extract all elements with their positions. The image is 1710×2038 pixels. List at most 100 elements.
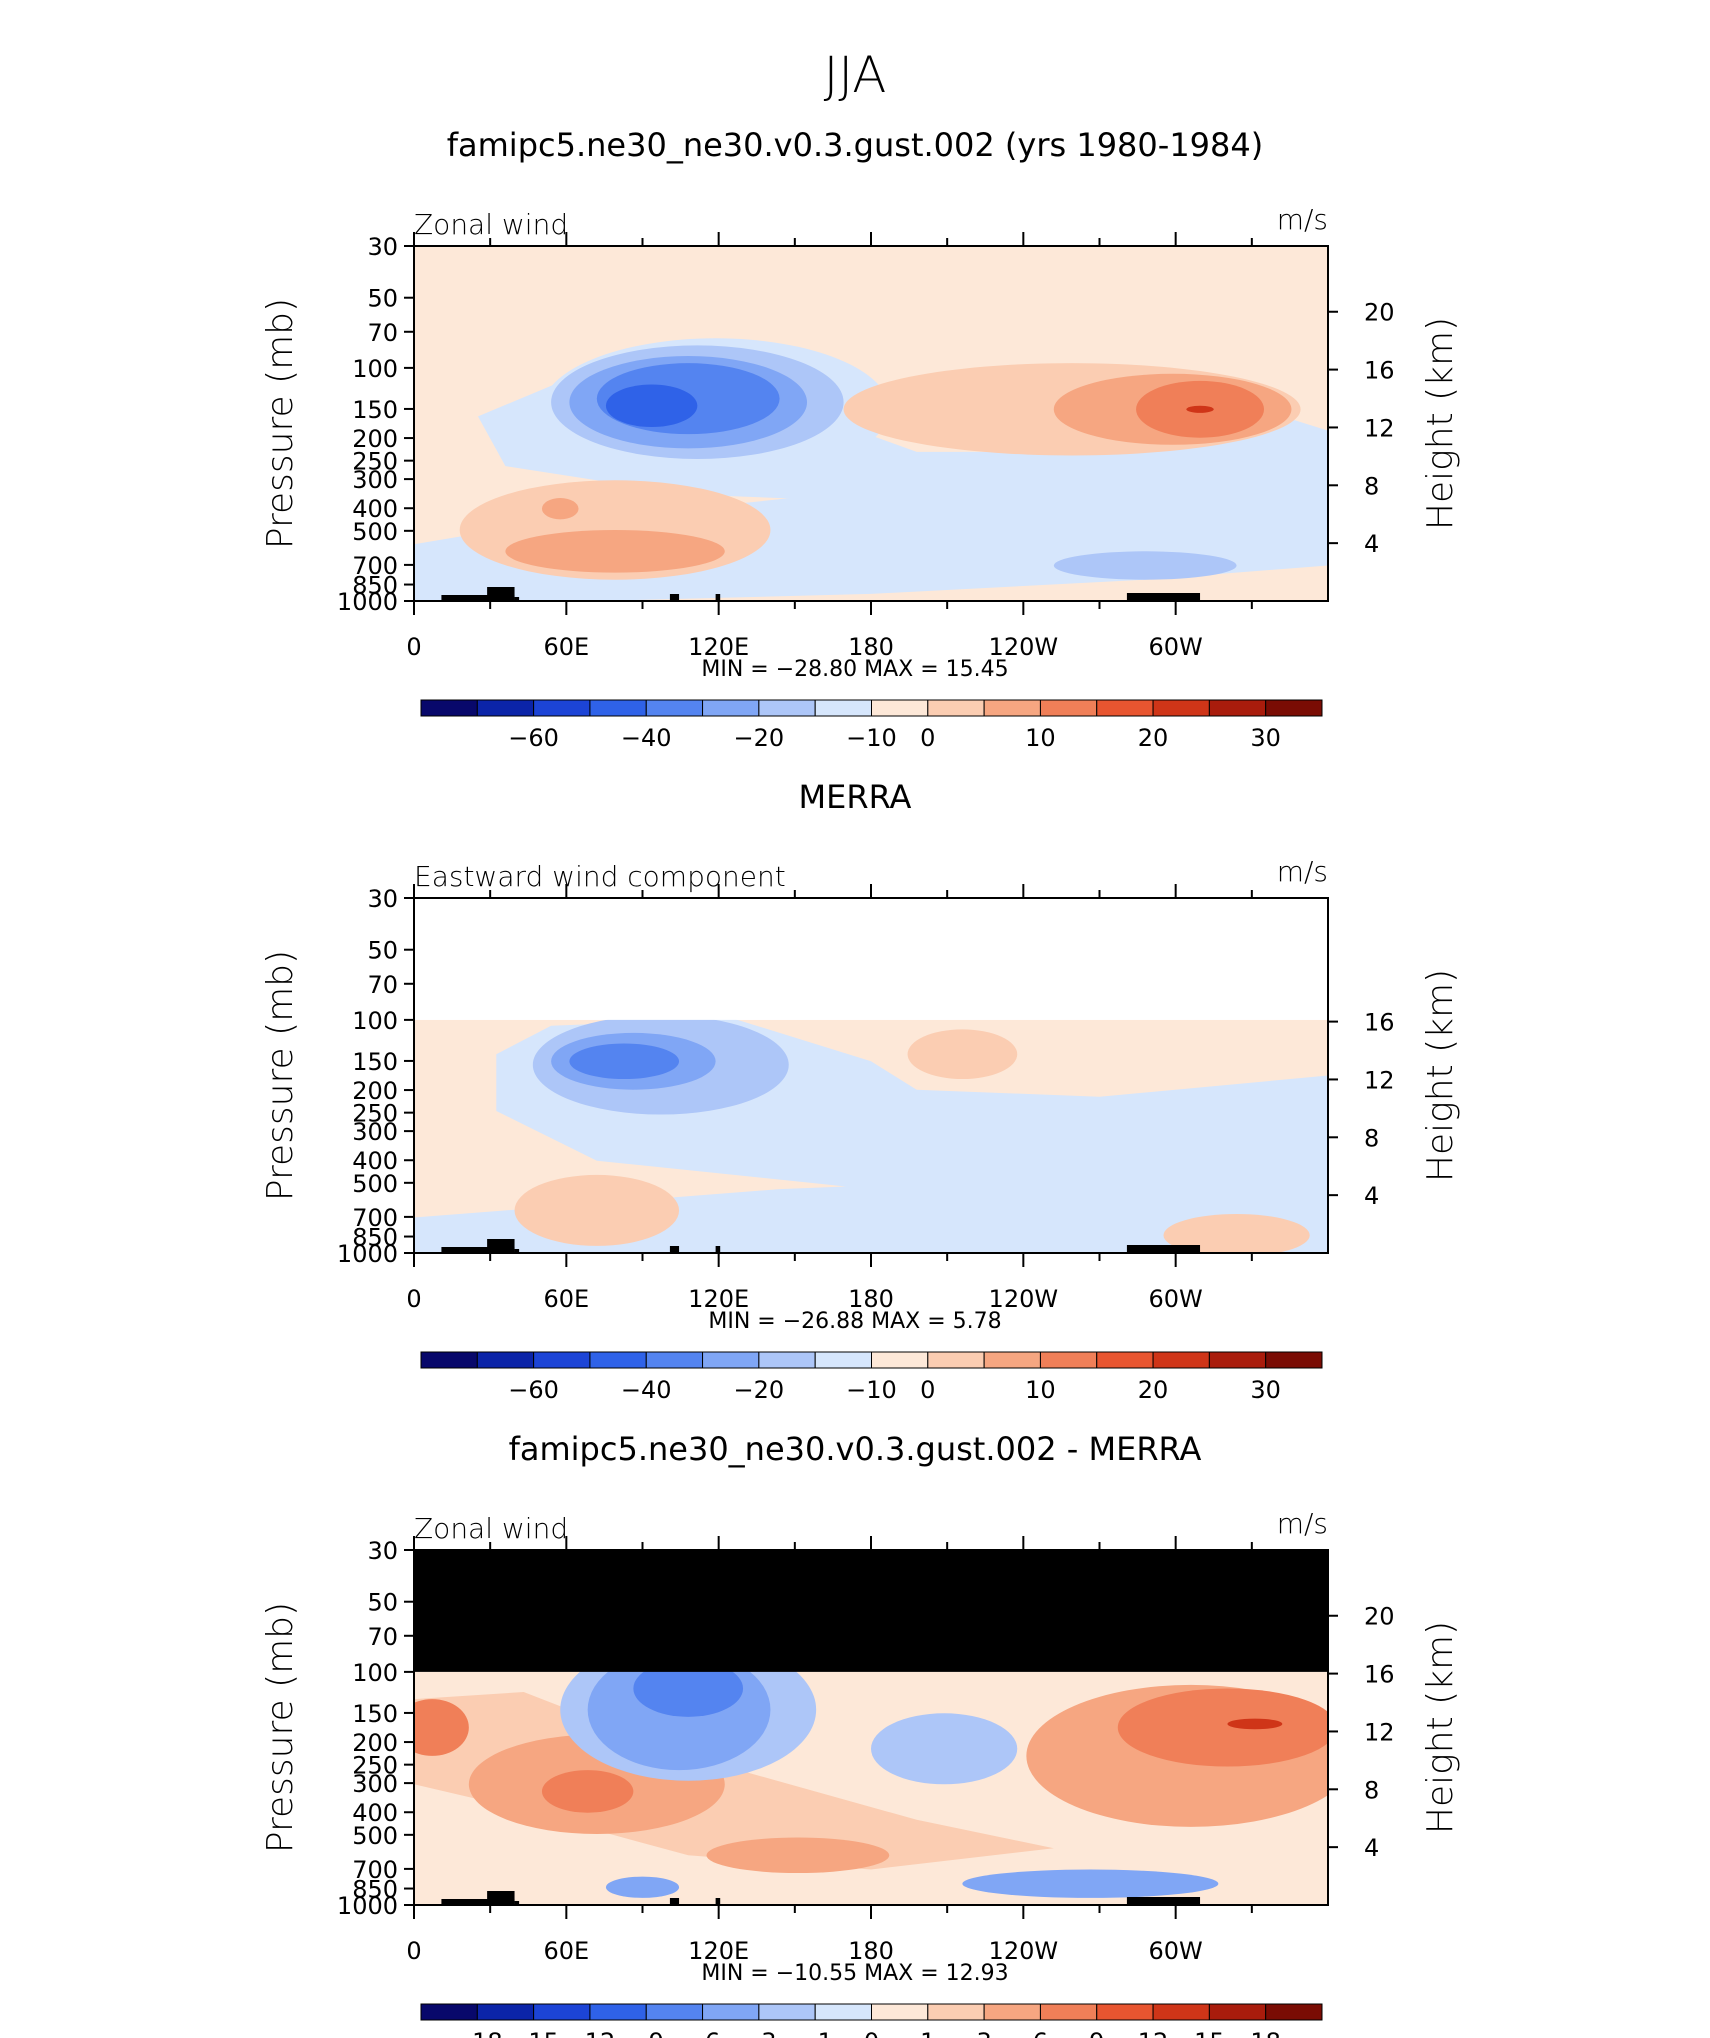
colorbar-segment bbox=[533, 2003, 591, 2021]
lon-tick-label: 60E bbox=[543, 1937, 589, 1965]
height-tick-label: 20 bbox=[1364, 299, 1395, 327]
pressure-tick-label: 200 bbox=[352, 425, 398, 453]
pressure-tick-label: 1000 bbox=[337, 1240, 398, 1268]
pressure-tick-label: 70 bbox=[367, 971, 398, 999]
lon-tick-label: 180 bbox=[848, 1285, 894, 1313]
colorbar-label: −60 bbox=[508, 724, 559, 752]
jet-core-3 bbox=[569, 1043, 680, 1080]
colorbar-segment bbox=[645, 2003, 704, 2021]
low-westerly-east bbox=[1163, 1213, 1310, 1253]
pressure-tick-label: 850 bbox=[352, 1224, 398, 1252]
colorbar-label: −3 bbox=[741, 2028, 776, 2038]
colorbar-label: −40 bbox=[621, 1376, 672, 1404]
pressure-tick-label: 300 bbox=[352, 1770, 398, 1798]
topography bbox=[487, 1891, 515, 1905]
height-tick-label: 16 bbox=[1364, 1009, 1395, 1037]
colorbar-segment bbox=[589, 1351, 647, 1369]
colorbar-label: −40 bbox=[621, 724, 672, 752]
pressure-tick-label: 400 bbox=[352, 1147, 398, 1175]
colorbar-segment bbox=[758, 2003, 816, 2021]
lon-tick-label: 180 bbox=[848, 1937, 894, 1965]
colorbar-segment bbox=[983, 2003, 1041, 2021]
colorbar-label: 3 bbox=[976, 2028, 991, 2038]
variable-label: Eastward wind component bbox=[414, 860, 786, 893]
lon-tick-label: 0 bbox=[406, 633, 421, 661]
lon-tick-label: 120E bbox=[688, 1937, 749, 1965]
lon-tick-label: 180 bbox=[848, 633, 894, 661]
topography bbox=[514, 597, 520, 601]
main-title: JJA bbox=[824, 46, 887, 104]
topography bbox=[1126, 593, 1201, 601]
pressure-tick-label: 300 bbox=[352, 1118, 398, 1146]
missing-data-region bbox=[414, 1550, 1328, 1672]
colorbar-label: −20 bbox=[734, 1376, 785, 1404]
panel-1: famipc5.ne30_ne30.v0.3.gust.002 (yrs 198… bbox=[260, 126, 1461, 752]
lon-tick-label: 60E bbox=[543, 633, 589, 661]
height-tick-label: 8 bbox=[1364, 1776, 1379, 1804]
y-axis-label: Pressure (mb) bbox=[260, 1602, 301, 1853]
colorbar-segment bbox=[1152, 699, 1210, 717]
y-axis-label: Pressure (mb) bbox=[260, 298, 301, 549]
variable-label: Zonal wind bbox=[414, 208, 568, 241]
pressure-tick-label: 700 bbox=[352, 1204, 398, 1232]
pressure-tick-label: 250 bbox=[352, 448, 398, 476]
colorbar-segment bbox=[702, 2003, 760, 2021]
westerly-east-core bbox=[1117, 1688, 1328, 1767]
pressure-tick-label: 150 bbox=[352, 1048, 398, 1076]
colorbar-segment bbox=[589, 699, 647, 717]
colorbar-label: 18 bbox=[1250, 2028, 1281, 2038]
height-tick-label: 4 bbox=[1364, 530, 1379, 558]
colorbar-label: −10 bbox=[846, 724, 897, 752]
min-max-stats: MIN = −26.88 MAX = 5.78 bbox=[708, 1309, 1001, 1334]
trade-easterly bbox=[1053, 551, 1237, 580]
topography bbox=[514, 1901, 520, 1905]
colorbar-segment bbox=[871, 699, 929, 717]
lon-tick-label: 60W bbox=[1149, 1285, 1203, 1313]
pressure-tick-label: 400 bbox=[352, 1799, 398, 1827]
height-tick-label: 12 bbox=[1364, 1718, 1395, 1746]
units-label: m/s bbox=[1277, 855, 1328, 888]
topography bbox=[715, 594, 721, 601]
colorbar-segment bbox=[1039, 1351, 1098, 1369]
colorbar-segment bbox=[758, 699, 816, 717]
low-westerly bbox=[514, 1174, 680, 1246]
colorbar-segment bbox=[420, 1351, 478, 1369]
topography bbox=[715, 1246, 721, 1253]
low-westerly-core bbox=[706, 1837, 890, 1874]
topography bbox=[514, 1249, 520, 1253]
colorbar-label: 30 bbox=[1250, 724, 1281, 752]
variable-label: Zonal wind bbox=[414, 1512, 568, 1545]
contour-field bbox=[414, 246, 1328, 601]
colorbar-segment bbox=[814, 1351, 872, 1369]
pressure-tick-label: 850 bbox=[352, 572, 398, 600]
easterly-east bbox=[871, 1713, 1018, 1785]
pressure-tick-label: 100 bbox=[352, 1659, 398, 1687]
pressure-tick-label: 850 bbox=[352, 1876, 398, 1904]
colorbar-label: 1 bbox=[920, 2028, 935, 2038]
colorbar-label: −18 bbox=[452, 2028, 503, 2038]
colorbar-label: −9 bbox=[629, 2028, 664, 2038]
colorbar-segment bbox=[983, 1351, 1041, 1369]
contour-field bbox=[414, 898, 1328, 1253]
contour-field bbox=[414, 1550, 1328, 1905]
lon-tick-label: 60W bbox=[1149, 1937, 1203, 1965]
height-tick-label: 8 bbox=[1364, 1124, 1379, 1152]
no-data-region bbox=[414, 898, 1328, 1020]
westerly-spot bbox=[907, 1029, 1018, 1080]
colorbar-segment bbox=[758, 1351, 816, 1369]
colorbar-segment bbox=[1265, 2003, 1323, 2021]
pressure-tick-label: 30 bbox=[367, 233, 398, 261]
pressure-tick-label: 500 bbox=[352, 1822, 398, 1850]
low-easterly-spot bbox=[605, 1876, 680, 1898]
colorbar-label: 6 bbox=[1033, 2028, 1048, 2038]
westerly-wedge-core bbox=[541, 1770, 634, 1813]
topography bbox=[487, 1239, 515, 1253]
pressure-tick-label: 70 bbox=[367, 319, 398, 347]
pressure-tick-label: 200 bbox=[352, 1077, 398, 1105]
units-label: m/s bbox=[1277, 1507, 1328, 1540]
colorbar-label: 20 bbox=[1138, 724, 1169, 752]
trade-easterly bbox=[962, 1869, 1219, 1898]
topography bbox=[669, 1898, 680, 1905]
min-max-stats: MIN = −28.80 MAX = 15.45 bbox=[701, 657, 1008, 682]
